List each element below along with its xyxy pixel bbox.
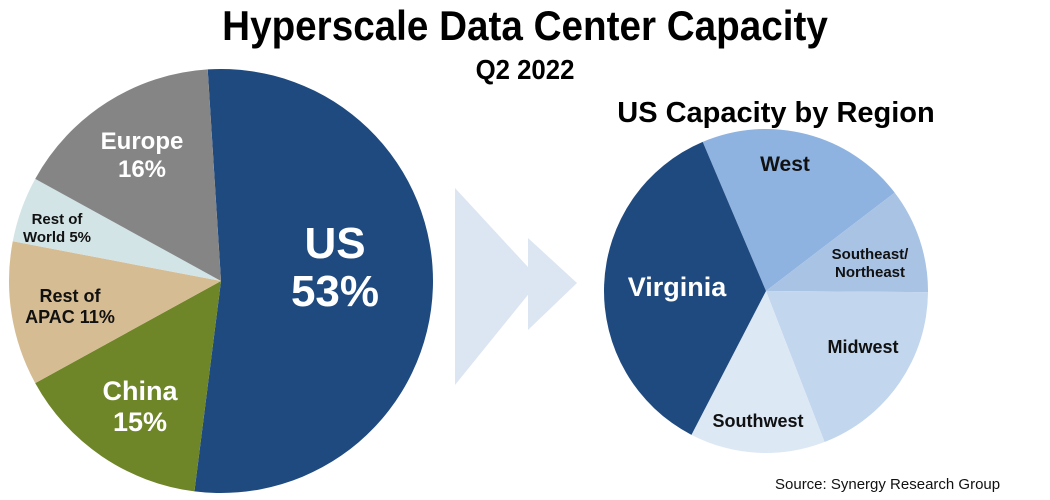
slice-label-china: China 15% (80, 378, 200, 436)
se-line2: Northeast (834, 264, 905, 281)
pie-slice-europe (35, 69, 221, 281)
chart-title: Hyperscale Data Center Capacity (222, 2, 828, 49)
us-pct: 53% (290, 267, 380, 316)
pie-slice-china (35, 281, 221, 492)
source-note: Source: Synergy Research Group (775, 476, 1001, 493)
europe-name: Europe (100, 128, 184, 155)
pie-slice-virginia (603, 141, 766, 435)
global-capacity-pie (8, 69, 434, 493)
apac-line1: Rest of (39, 286, 101, 306)
row-line1: Rest of (31, 211, 83, 228)
us-region-chart-title: US Capacity by Region (617, 97, 935, 129)
china-name: China (102, 376, 178, 406)
transition-arrow-icon (455, 188, 577, 385)
pie-slice-rest-of-world (12, 178, 222, 281)
slice-label-rest-of-world: Rest of World 5% (12, 212, 102, 245)
chart-subtitle: Q2 2022 (475, 54, 575, 85)
us-name: US (304, 219, 366, 268)
slice-label-midwest: Midwest (827, 337, 899, 357)
pie-slice-midwest (766, 291, 928, 443)
pie-slice-rest-of-apac (8, 241, 221, 384)
slice-label-southwest: Southwest (712, 411, 804, 431)
se-line1: Southeast/ (831, 246, 909, 263)
us-region-pie (603, 129, 928, 453)
slice-label-europe: Europe 16% (82, 130, 202, 182)
pie-slice-west (702, 129, 895, 291)
apac-line2: APAC 11% (25, 307, 115, 327)
china-pct: 15% (112, 407, 168, 437)
pie-slice-southwest (691, 291, 825, 453)
pie-slice-us (194, 69, 434, 493)
slice-label-virginia: Virginia (627, 272, 727, 302)
slice-label-southeast-northeast: Southeast/ Northeast (815, 247, 925, 280)
pie-slice-southeast-northeast (766, 192, 928, 293)
slice-label-west: West (760, 153, 810, 176)
slice-label-us: US 53% (270, 222, 400, 314)
row-line2: World 5% (22, 229, 92, 246)
slice-label-rest-of-apac: Rest of APAC 11% (10, 287, 130, 326)
europe-pct: 16% (117, 156, 167, 183)
